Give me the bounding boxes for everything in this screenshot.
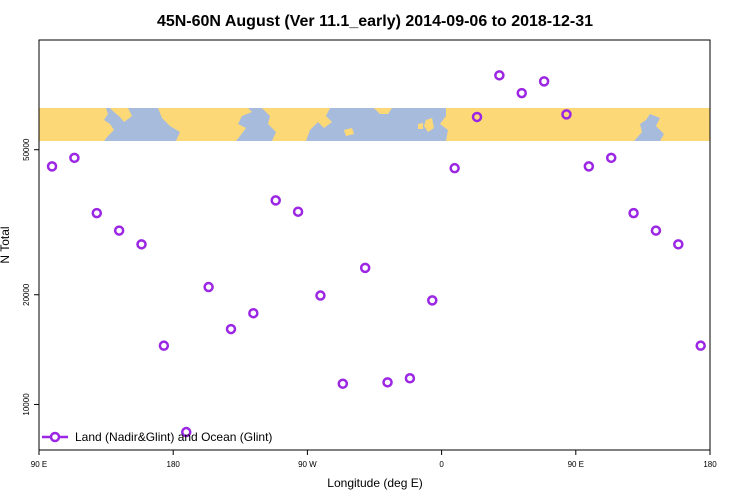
- data-point: [46, 161, 58, 172]
- legend-label: Land (Nadir&Glint) and Ocean (Glint): [75, 430, 272, 444]
- data-point: [561, 109, 572, 120]
- x-tick-label: 90 E: [568, 460, 584, 469]
- data-point: [225, 323, 237, 335]
- data-point: [315, 290, 326, 301]
- data-point: [180, 426, 192, 438]
- data-point: [113, 225, 125, 236]
- data-point: [69, 152, 80, 164]
- y-tick-label: 10000: [22, 393, 31, 416]
- x-axis: 90 E 180 90 W 0 90 E 180: [31, 450, 717, 469]
- chart-title: 45N-60N August (Ver 11.1_early) 2014-09-…: [157, 13, 593, 30]
- data-point: [136, 239, 147, 250]
- data-point: [538, 76, 550, 87]
- x-tick-label: 180: [703, 460, 717, 469]
- y-tick-label: 50000: [22, 138, 31, 161]
- x-axis-title: Longitude (deg E): [327, 476, 422, 490]
- x-tick-label: 180: [167, 460, 181, 469]
- data-point: [628, 207, 639, 219]
- legend-marker: [49, 431, 61, 443]
- x-tick-label: 0: [439, 460, 444, 469]
- data-point: [695, 340, 706, 351]
- x-tick-label: 90 W: [298, 460, 317, 469]
- data-point: [404, 373, 416, 384]
- data-point: [583, 161, 595, 172]
- map-band-land: [39, 108, 710, 141]
- data-point: [203, 281, 214, 293]
- data-point: [449, 162, 460, 174]
- data-point: [270, 195, 281, 206]
- data-point: [337, 378, 349, 389]
- data-point: [516, 87, 527, 99]
- data-point: [91, 207, 103, 219]
- data-point: [673, 239, 684, 250]
- data-point: [471, 111, 483, 123]
- data-point: [382, 377, 393, 388]
- data-points: [46, 70, 706, 438]
- y-axis-title: N Total: [0, 226, 12, 263]
- map-band: [39, 108, 710, 141]
- y-axis: 10000 20000 50000: [22, 138, 39, 416]
- data-point: [292, 206, 304, 217]
- data-point: [359, 262, 371, 274]
- plot-area: [38, 39, 711, 451]
- y-tick-label: 20000: [22, 283, 31, 306]
- data-point: [158, 340, 170, 351]
- legend: Land (Nadir&Glint) and Ocean (Glint): [42, 430, 272, 444]
- x-tick-label: 90 E: [31, 460, 47, 469]
- data-point: [248, 307, 259, 319]
- data-point: [650, 225, 662, 236]
- data-point: [427, 295, 438, 306]
- data-point: [605, 152, 617, 164]
- data-point: [494, 70, 505, 81]
